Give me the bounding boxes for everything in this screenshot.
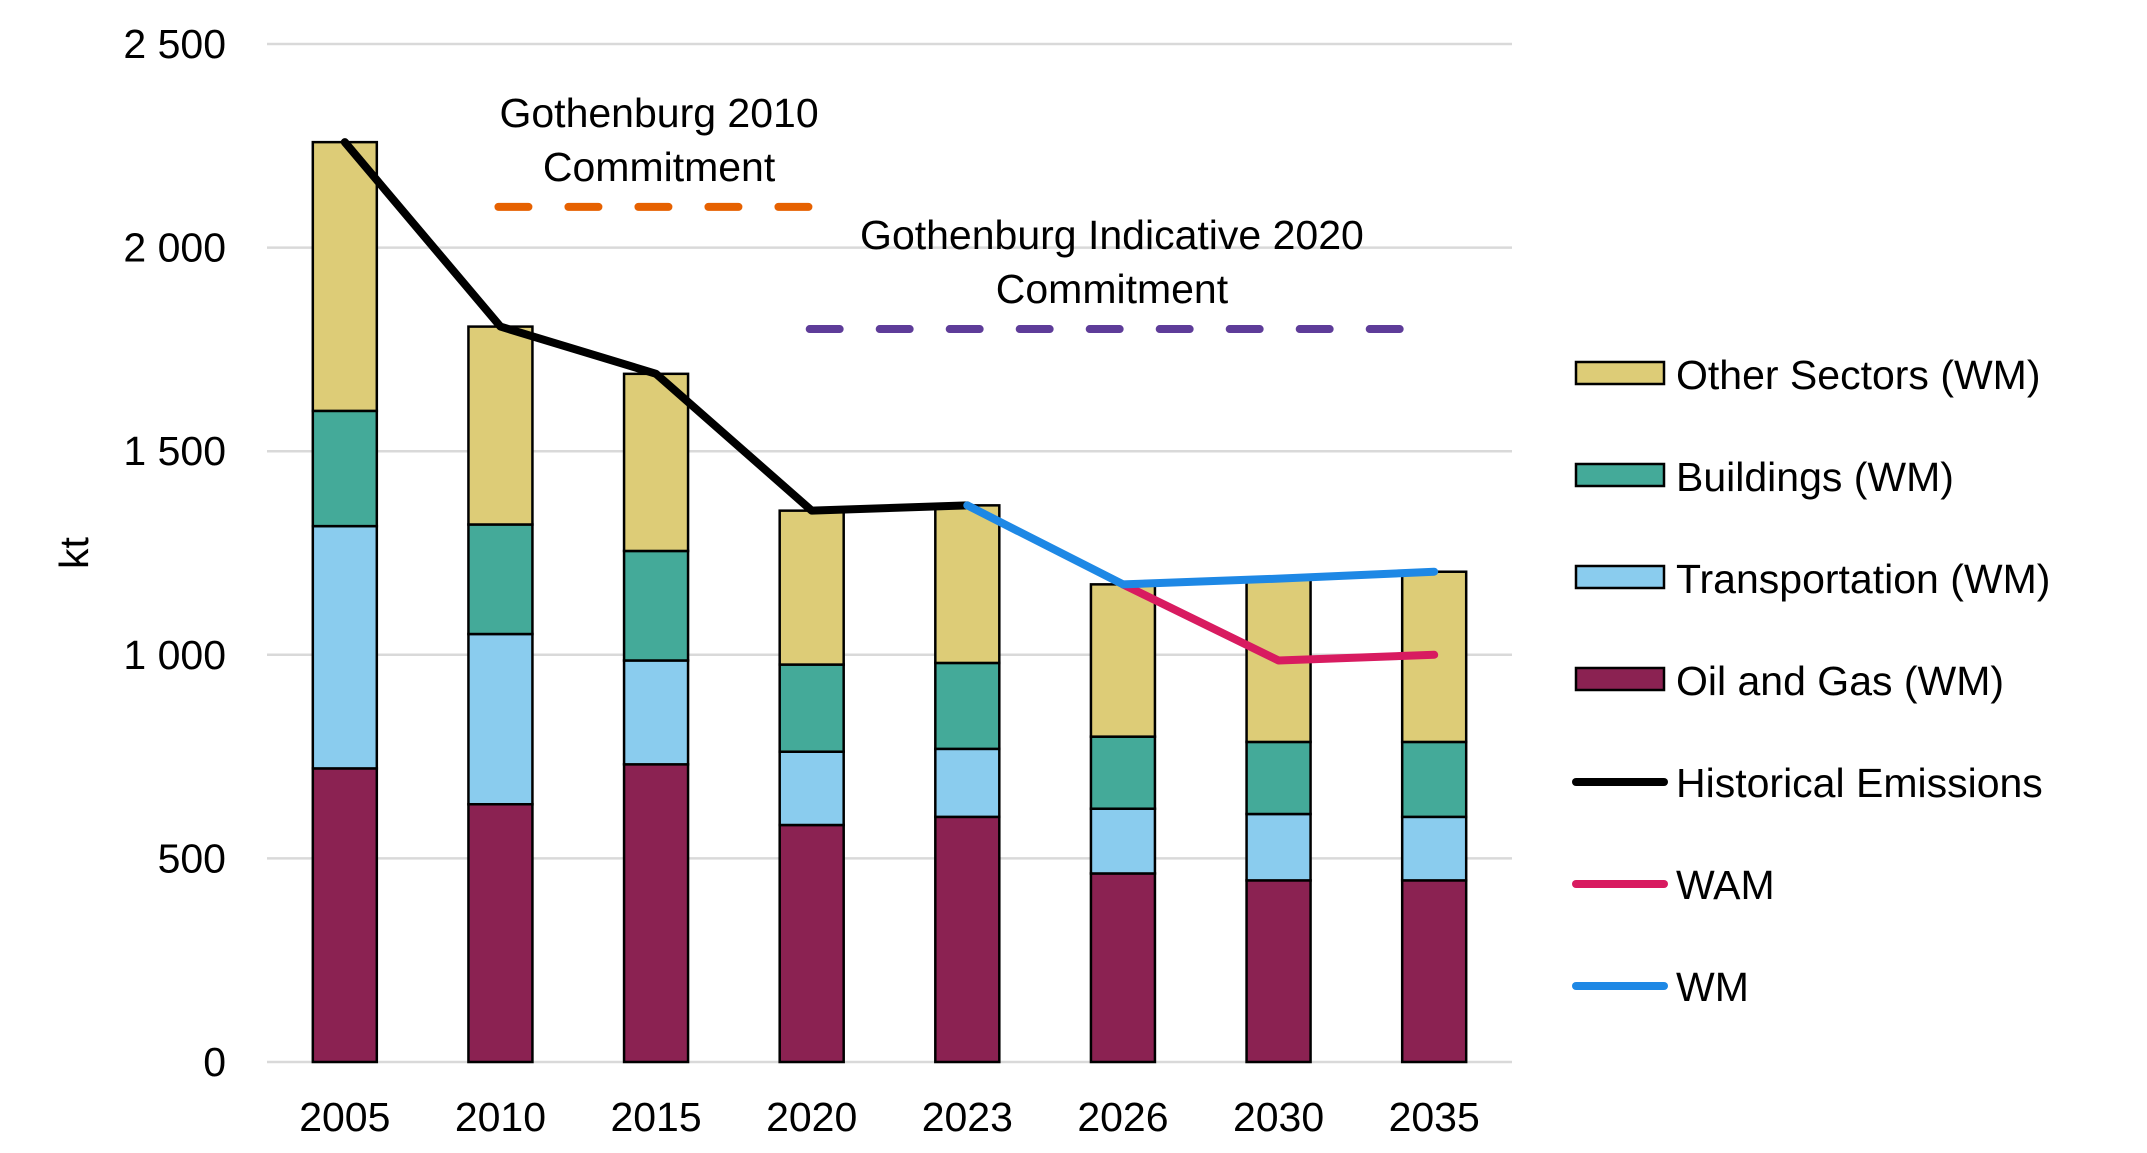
bar-segment: [467, 325, 534, 526]
legend-label: WM: [1676, 964, 1749, 1010]
bar-segment: [778, 823, 845, 1064]
bar-segment: [622, 549, 690, 662]
reference-label: Gothenburg Indicative 2020: [860, 212, 1364, 258]
bar-segment: [311, 524, 379, 770]
bar-segment: [1089, 872, 1157, 1064]
legend-label: Oil and Gas (WM): [1676, 658, 2004, 704]
x-tick-label: 2015: [610, 1094, 701, 1140]
legend-label: Historical Emissions: [1676, 760, 2043, 806]
bar-segment: [934, 504, 1001, 665]
line-series: [963, 501, 1439, 589]
bar-segment: [1400, 740, 1468, 819]
bar-segment: [311, 409, 379, 528]
bar-segment: [1400, 879, 1468, 1064]
y-tick-label: 1 000: [123, 632, 226, 678]
bar-segment: [1089, 735, 1157, 810]
legend-label: Buildings (WM): [1676, 454, 1954, 500]
x-tick-label: 2023: [922, 1094, 1013, 1140]
y-tick-label: 500: [158, 835, 226, 881]
bar-segment: [778, 663, 845, 753]
bar-segment: [622, 763, 690, 1064]
bar-segment: [467, 802, 534, 1064]
legend-swatch: [1574, 462, 1666, 488]
bar-segment: [1245, 812, 1312, 882]
legend-swatch: [1574, 666, 1666, 692]
x-tick-label: 2005: [299, 1094, 390, 1140]
bar-segment: [934, 747, 1001, 819]
legend-label: WAM: [1676, 862, 1775, 908]
legend-label: Other Sectors (WM): [1676, 352, 2040, 398]
line-series: [1118, 580, 1439, 665]
bar-segment: [311, 140, 379, 413]
bar-segment: [467, 523, 534, 636]
reference-label: Commitment: [543, 144, 776, 190]
bar-segment: [1245, 879, 1312, 1064]
bar-segment: [1245, 740, 1312, 816]
x-tick-label: 2030: [1233, 1094, 1324, 1140]
reference-label: Gothenburg 2010: [499, 90, 818, 136]
bar-segment: [467, 632, 534, 806]
x-tick-label: 2020: [766, 1094, 857, 1140]
bar-segment: [778, 509, 845, 666]
x-tick-label: 2026: [1077, 1094, 1168, 1140]
legend-swatch: [1574, 564, 1666, 590]
y-tick-label: 0: [203, 1039, 226, 1085]
x-tick-label: 2035: [1389, 1094, 1480, 1140]
bar-segment: [934, 815, 1001, 1064]
bar-segment: [778, 750, 845, 827]
bar-segment: [934, 661, 1001, 751]
bar-segment: [1400, 815, 1468, 882]
y-tick-label: 2 000: [123, 225, 226, 271]
bar-segment: [1089, 583, 1157, 738]
y-axis-label: kt: [51, 536, 97, 569]
line-series: [340, 138, 972, 515]
bar-segment: [622, 659, 690, 766]
bar-segment: [1089, 807, 1157, 875]
x-tick-label: 2010: [455, 1094, 546, 1140]
y-tick-label: 1 500: [123, 428, 226, 474]
reference-label: Commitment: [996, 266, 1229, 312]
y-tick-label: 2 500: [123, 21, 226, 67]
legend-label: Transportation (WM): [1676, 556, 2050, 602]
bar-segment: [311, 767, 379, 1064]
legend-swatch: [1574, 360, 1666, 386]
bar-segment: [622, 372, 690, 553]
